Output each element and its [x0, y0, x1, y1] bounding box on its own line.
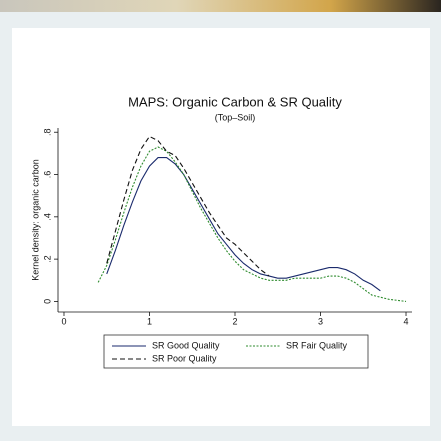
x-tick-label: 0	[61, 316, 66, 326]
legend-box	[103, 334, 369, 369]
y-tick-label: .4	[42, 213, 52, 221]
y-tick-label: .6	[42, 171, 52, 179]
series-line	[106, 157, 381, 292]
x-tick-label: 2	[232, 316, 237, 326]
legend-label: SR Fair Quality	[286, 340, 348, 350]
legend-label: SR Poor Quality	[152, 353, 217, 363]
y-tick-label: .2	[42, 255, 52, 263]
photo-strip	[0, 0, 441, 12]
legend-label: SR Good Quality	[152, 340, 220, 350]
y-tick-label: .8	[42, 128, 52, 136]
y-tick-label: 0	[42, 299, 52, 304]
x-tick-label: 1	[147, 316, 152, 326]
x-tick-label: 4	[404, 316, 409, 326]
chart-panel	[12, 28, 430, 426]
chart-title: MAPS: Organic Carbon & SR Quality	[128, 94, 342, 109]
series-line	[97, 146, 407, 302]
y-axis-label: Kernel density: organic carbon	[30, 159, 40, 281]
chart-subtitle: (Top–Soil)	[215, 112, 256, 122]
x-tick-label: 3	[318, 316, 323, 326]
series-line	[106, 135, 270, 277]
